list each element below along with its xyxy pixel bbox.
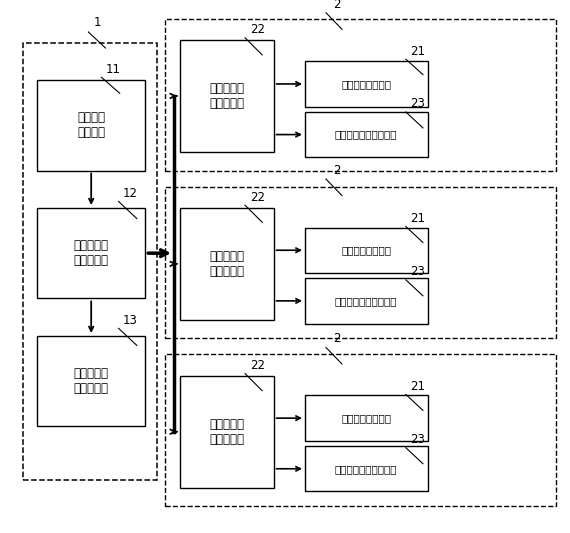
Text: 主力触觉
交互装置: 主力触觉 交互装置 [77, 111, 105, 139]
Text: 23: 23 [410, 265, 425, 278]
Bar [305, 446, 428, 491]
Text: 2: 2 [333, 164, 341, 177]
Bar [180, 40, 274, 152]
Text: 21: 21 [410, 380, 425, 393]
Bar [37, 80, 145, 171]
Bar [180, 208, 274, 320]
Text: 子真实感实时绘制模块: 子真实感实时绘制模块 [335, 130, 397, 140]
Text: 1: 1 [94, 17, 101, 29]
Text: 子软组织削
切仿真模块: 子软组织削 切仿真模块 [209, 82, 244, 110]
Bar [37, 336, 145, 426]
Text: 主软组织削
切仿真模块: 主软组织削 切仿真模块 [74, 239, 109, 267]
Bar [180, 376, 274, 488]
Text: 子力触觉交互装置: 子力触觉交互装置 [341, 79, 391, 89]
Bar [165, 19, 556, 171]
Text: 2: 2 [333, 333, 341, 345]
Text: 子力触觉交互装置: 子力触觉交互装置 [341, 245, 391, 255]
Text: 23: 23 [410, 98, 425, 110]
Bar [305, 61, 428, 107]
Bar [165, 354, 556, 506]
Text: 23: 23 [410, 433, 425, 446]
Text: 12: 12 [123, 187, 137, 200]
Bar [37, 208, 145, 298]
Bar [305, 228, 428, 273]
Bar [23, 43, 157, 480]
Text: 主真实感实
时绘制模块: 主真实感实 时绘制模块 [74, 367, 109, 395]
Bar [165, 187, 556, 338]
Text: 22: 22 [250, 359, 264, 372]
Text: 子真实感实时绘制模块: 子真实感实时绘制模块 [335, 296, 397, 306]
Text: 11: 11 [105, 63, 120, 76]
Bar [305, 112, 428, 157]
Text: 21: 21 [410, 45, 425, 58]
Text: 22: 22 [250, 191, 264, 204]
Text: 21: 21 [410, 212, 425, 225]
Text: 子真实感实时绘制模块: 子真实感实时绘制模块 [335, 464, 397, 474]
Text: 子软组织削
切仿真模块: 子软组织削 切仿真模块 [209, 418, 244, 446]
Bar [305, 278, 428, 324]
Text: 子力触觉交互装置: 子力触觉交互装置 [341, 413, 391, 423]
Text: 13: 13 [123, 314, 137, 327]
Text: 2: 2 [333, 0, 341, 11]
Text: 22: 22 [250, 23, 264, 36]
Bar [305, 395, 428, 441]
Text: 子软组织削
切仿真模块: 子软组织削 切仿真模块 [209, 250, 244, 278]
